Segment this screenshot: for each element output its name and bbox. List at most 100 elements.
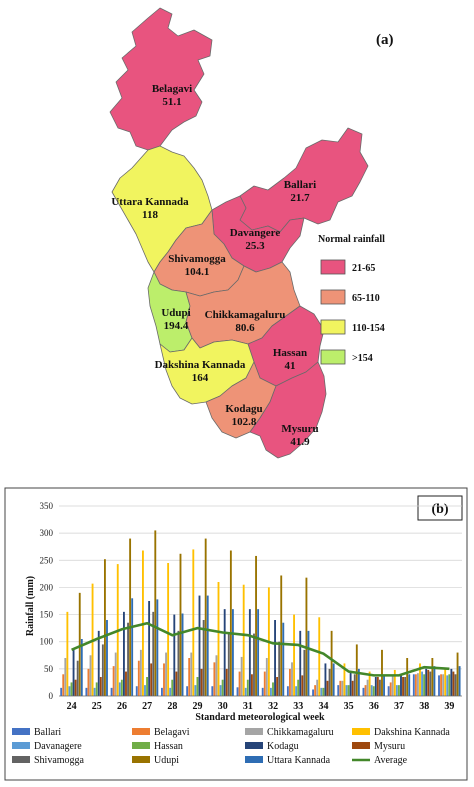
y-tick-label: 50 (44, 664, 54, 674)
bar-shivamogga (454, 674, 457, 696)
y-axis-title: Rainfall (mm) (25, 576, 36, 636)
bar-mysuru (150, 663, 153, 696)
legend-label-average: Average (374, 755, 408, 766)
bar-hassan (272, 682, 274, 696)
district-name-hassan: Hassan (273, 347, 307, 359)
bar-ballari (337, 685, 340, 696)
bar-kodagu (198, 595, 201, 696)
bar-kodagu (97, 630, 100, 696)
map-legend-swatch (320, 319, 346, 335)
bar-chikkamagaluru (316, 679, 319, 696)
bar-udupi (204, 538, 207, 696)
bar-udupi (179, 553, 182, 696)
bar-hassan (171, 679, 174, 696)
x-tick-label: 32 (268, 701, 278, 712)
bar-chikkamagaluru (265, 658, 268, 696)
bar-mysuru (452, 671, 455, 696)
bar-ballari (135, 686, 138, 696)
bar-shivamogga (177, 630, 180, 696)
x-tick-label: 26 (117, 701, 127, 712)
bar-udupi (103, 559, 106, 696)
bar-belagavi (188, 658, 191, 696)
x-axis-title: Standard meteorological week (195, 712, 325, 723)
bar-belagavi (339, 680, 342, 696)
bar-davanagere (295, 686, 298, 696)
bar-kodagu (349, 671, 352, 696)
bar-davanagere (144, 685, 146, 696)
bar-kodagu (72, 649, 75, 696)
bar-dakshina-kannada (192, 549, 195, 696)
x-tick-label: 38 (419, 701, 429, 712)
bar-uttara-kannada (106, 620, 108, 696)
bar-shivamogga (227, 633, 230, 696)
bar-mysuru (250, 674, 253, 696)
bar-chikkamagaluru (240, 656, 243, 696)
bar-kodagu (324, 663, 327, 696)
bar-udupi (355, 644, 358, 696)
bar-kodagu (374, 677, 377, 696)
x-tick-label: 30 (218, 701, 228, 712)
bar-kodagu (223, 609, 226, 696)
bar-davanagere (93, 687, 96, 696)
district-name-chikkamagaluru: Chikkamagaluru (205, 309, 286, 321)
bar-davanagere (68, 686, 71, 696)
legend-key-hassan (132, 742, 150, 749)
bar-uttara-kannada (131, 598, 134, 696)
legend-label-davanagere: Davanagere (34, 741, 82, 752)
x-tick-label: 24 (67, 701, 77, 712)
bar-chikkamagaluru (114, 652, 117, 696)
x-tick-label: 31 (243, 701, 253, 712)
bar-shivamogga (76, 660, 79, 696)
bar-dakshina-kannada (393, 669, 396, 696)
bar-mysuru (276, 677, 279, 696)
bar-hassan (120, 679, 123, 696)
district-value-uttara-kannada: 118 (142, 209, 158, 221)
bar-shivamogga (378, 679, 381, 696)
bar-ballari (85, 687, 88, 696)
map-panel: (a) Belagavi 51.1 Ballari 21 (109, 7, 394, 459)
bar-uttara-kannada (332, 663, 335, 696)
bar-davanagere (169, 687, 172, 696)
bar-belagavi (289, 668, 291, 696)
legend-label-dakshina-kannada: Dakshina Kannada (374, 727, 450, 738)
bar-davanagere (194, 685, 197, 696)
bar-kodagu (173, 614, 176, 696)
bar-dakshina-kannada (444, 668, 447, 696)
bar-kodagu (122, 611, 125, 696)
map-legend-label: 110-154 (352, 323, 385, 334)
bar-kodagu (299, 630, 302, 696)
bar-davanagere (446, 675, 449, 696)
x-tick-label: 37 (394, 701, 404, 712)
district-value-ballari: 21.7 (290, 192, 310, 204)
district-value-dakshina-kannada: 164 (192, 372, 209, 384)
bar-hassan (398, 685, 400, 696)
panel-b-label-box (417, 495, 463, 521)
bar-uttara-kannada (231, 609, 234, 696)
bar-shivamogga (253, 633, 255, 696)
bar-mysuru (200, 668, 203, 696)
district-value-belagavi: 51.1 (162, 96, 181, 108)
bar-shivamogga (328, 668, 331, 696)
bar-uttara-kannada (282, 622, 285, 696)
bar-shivamogga (353, 674, 356, 696)
rainfall-bar-chart: (b) 0 50 100 150 200 250 300 350 24 25 26 27 28 29 30… (4, 487, 468, 781)
bar-davanagere (270, 687, 272, 696)
district-name-kodagu: Kodagu (225, 403, 262, 415)
bar-davanagere (345, 685, 348, 696)
legend-key-dakshina-kannada (352, 728, 370, 735)
bar-shivamogga (101, 644, 104, 696)
bar-uttara-kannada (357, 668, 360, 696)
bar-chikkamagaluru (442, 674, 445, 696)
legend-key-kodagu (245, 742, 263, 749)
bar-mysuru (125, 671, 127, 696)
bar-chikkamagaluru (366, 679, 369, 696)
legend-key-chikkamagaluru (245, 728, 263, 735)
district-value-davangere: 25.3 (245, 240, 265, 252)
bar-udupi (154, 530, 157, 696)
district-name-shivamogga: Shivamogga (168, 253, 226, 265)
bar-dakshina-kannada (242, 584, 245, 696)
legend-label-chikkamagaluru: Chikkamagaluru (267, 727, 334, 738)
bar-ballari (211, 686, 214, 696)
district-name-ballari: Ballari (284, 179, 316, 191)
legend-label-belagavi: Belagavi (154, 727, 190, 738)
